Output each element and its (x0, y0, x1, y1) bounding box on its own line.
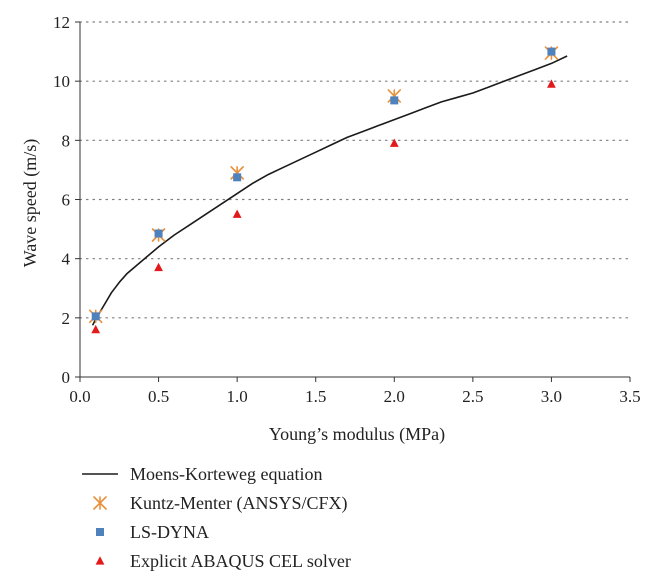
point-square-0 (91, 312, 100, 321)
x-tick-label-1: 0.5 (148, 387, 169, 406)
data-series (88, 46, 568, 334)
axes (75, 21, 631, 382)
legend-item-3: Explicit ABAQUS CEL solver (95, 551, 351, 571)
x-tick-label-3: 1.5 (305, 387, 326, 406)
legend-label-1: Kuntz-Menter (ANSYS/CFX) (130, 493, 348, 514)
x-tick-label-4: 2.0 (384, 387, 405, 406)
x-axis-label: Young’s modulus (MPa) (269, 424, 445, 445)
y-tick-label-1: 2 (62, 309, 71, 328)
point-triangle-4 (547, 79, 556, 88)
tick-labels: 0.0 0.5 1.0 1.5 2.0 2.5 3.0 3.5 0 2 4 6 8 10 12 (53, 13, 641, 406)
point-square-2 (233, 173, 242, 182)
point-square-3 (390, 96, 399, 105)
point-triangle-3 (389, 138, 399, 147)
legend-swatch-square (96, 528, 104, 536)
series-0 (91, 55, 568, 326)
x-tick-label-7: 3.5 (619, 387, 640, 406)
legend: Moens-Korteweg equation Kuntz-Menter (ANS… (82, 464, 351, 571)
y-axis-label: Wave speed (m/s) (20, 139, 41, 268)
series-3 (91, 79, 556, 334)
legend-label-3: Explicit ABAQUS CEL solver (130, 551, 351, 571)
series-2 (91, 47, 556, 321)
legend-item-0: Moens-Korteweg equation (82, 464, 322, 484)
x-tick-label-2: 1.0 (227, 387, 248, 406)
point-triangle-1 (154, 262, 163, 272)
legend-swatch-asterisk (93, 496, 107, 510)
legend-label-0: Moens-Korteweg equation (130, 464, 322, 484)
point-triangle-2 (232, 209, 242, 218)
legend-label-2: LS-DYNA (130, 522, 209, 542)
point-square-4 (547, 47, 556, 56)
point-triangle-0 (91, 324, 101, 334)
y-tick-label-3: 6 (62, 191, 71, 210)
x-tick-label-6: 3.0 (541, 387, 562, 406)
y-tick-label-4: 8 (62, 131, 71, 150)
y-tick-label-0: 0 (62, 368, 71, 387)
x-tick-label-0: 0.0 (69, 387, 90, 406)
legend-item-2: LS-DYNA (96, 522, 209, 542)
x-tick-label-5: 2.5 (462, 387, 483, 406)
gridlines (79, 21, 631, 319)
y-tick-label-5: 10 (53, 72, 70, 91)
y-tick-label-2: 4 (62, 250, 71, 269)
y-tick-label-6: 12 (53, 13, 70, 32)
moens-korteweg-curve (91, 55, 568, 326)
point-square-1 (154, 229, 163, 238)
legend-swatch-triangle (95, 556, 105, 565)
legend-item-1: Kuntz-Menter (ANSYS/CFX) (93, 493, 348, 514)
